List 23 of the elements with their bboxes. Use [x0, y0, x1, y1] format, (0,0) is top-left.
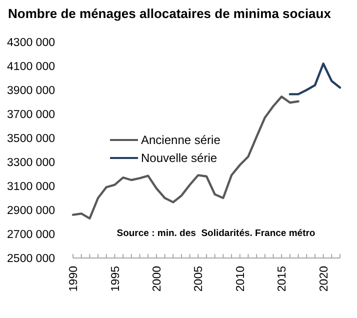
y-tick-label: 3700 000	[7, 109, 55, 122]
legend-label: Ancienne série	[141, 133, 221, 148]
y-tick-label: 3300 000	[7, 157, 55, 170]
chart-title: Nombre de ménages allocataires de minima sociaux	[8, 6, 332, 21]
y-tick-label: 4100 000	[7, 61, 55, 74]
x-tick-label: 1995	[110, 266, 122, 292]
y-tick-label: 2700 000	[7, 229, 55, 242]
line-series	[288, 62, 342, 96]
y-tick-label: 2900 000	[7, 205, 55, 218]
x-tick-label: 2010	[234, 266, 247, 292]
x-tick-label: 2015	[276, 266, 289, 292]
annotation: Source : min. des Solidarités. France métro	[116, 228, 316, 239]
y-tick-label: 3900 000	[7, 85, 55, 98]
x-tick-label: 2005	[193, 266, 206, 292]
y-tick-label: 3100 000	[7, 181, 55, 194]
y-tick-label: 2500 000	[7, 253, 55, 266]
line-series	[72, 96, 300, 220]
x-tick-label: 2020	[318, 266, 330, 292]
x-tick-label: 1990	[68, 266, 80, 292]
x-tick-label: 2000	[151, 266, 164, 292]
y-tick-label: 3500 000	[7, 133, 55, 146]
y-tick-label: 4300 000	[7, 37, 55, 50]
legend-label: Nouvelle série	[141, 151, 218, 166]
